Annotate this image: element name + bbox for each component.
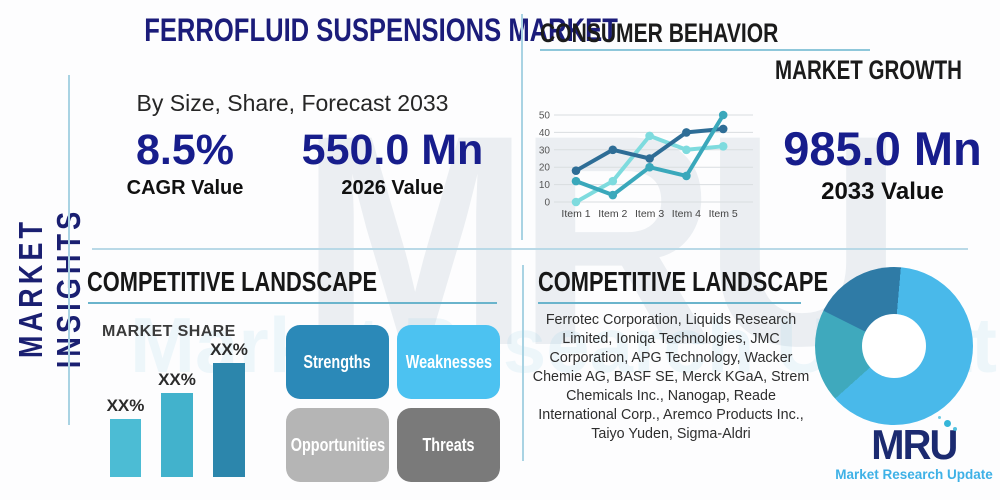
market-growth-text: MARKET GROWTH: [775, 55, 962, 85]
svg-text:XX%: XX%: [158, 370, 196, 389]
value-2026-label: 2026 Value: [341, 177, 444, 200]
svg-text:0: 0: [544, 198, 550, 209]
value-2033: 985.0 Mn: [783, 122, 982, 175]
cagr-label: CAGR Value: [126, 177, 244, 200]
svg-text:20: 20: [539, 163, 551, 174]
svg-text:Item 4: Item 4: [672, 208, 701, 220]
mru-logo-tagline: Market Research Update: [835, 467, 993, 482]
vertical-market-insights-label: MARKET INSIGHTS: [12, 207, 87, 369]
page-title-text: FERROFLUID SUSPENSIONS MARKET: [144, 12, 618, 48]
svg-text:50: 50: [539, 111, 551, 122]
swot-label: Weaknesses: [405, 351, 492, 372]
swot-label: Threats: [422, 434, 475, 455]
value-2033-label: 2033 Value: [821, 178, 944, 206]
page-title: FERROFLUID SUSPENSIONS MARKET: [85, 12, 618, 49]
competitive-landscape-right-heading: COMPETITIVE LANDSCAPE: [538, 266, 910, 298]
consumer-behavior-text: CONSUMER BEHAVIOR: [540, 18, 779, 48]
competitive-landscape-right-text: COMPETITIVE LANDSCAPE: [538, 266, 829, 297]
bottom-section-divider: [522, 265, 524, 461]
company-list: Ferrotec Corporation, Liquids Research L…: [532, 312, 810, 442]
svg-text:10: 10: [539, 180, 551, 191]
svg-text:30: 30: [539, 145, 551, 156]
market-share-label: MARKET SHARE: [102, 323, 236, 340]
consumer-behavior-heading: CONSUMER BEHAVIOR: [540, 18, 846, 49]
swot-grid: Strengths Weaknesses Opportunities Threats: [286, 325, 500, 482]
svg-text:Item 3: Item 3: [635, 208, 664, 220]
svg-text:Item 1: Item 1: [561, 208, 590, 220]
value-2026: 550.0 Mn: [301, 126, 484, 174]
value-2033-stat: 985.0 Mn 2033 Value: [775, 122, 990, 206]
competitive-landscape-left-heading: COMPETITIVE LANDSCAPE: [87, 266, 459, 298]
competitive-landscape-left-text: COMPETITIVE LANDSCAPE: [87, 266, 378, 297]
swot-label: Strengths: [303, 351, 372, 372]
competitive-landscape-left-underline: [88, 302, 497, 304]
cagr-value: 8.5%: [135, 126, 234, 174]
cagr-stat: 8.5% CAGR Value: [100, 126, 270, 200]
subtitle: By Size, Share, Forecast 2033: [136, 90, 449, 116]
sparkle-icon: [944, 420, 951, 427]
svg-text:XX%: XX%: [210, 340, 248, 359]
donut-hole: [862, 314, 926, 378]
sparkle-icon: [953, 427, 957, 431]
mru-logo-text: MRU: [871, 421, 958, 468]
consumer-behavior-line-chart: 0 10 20 30 40 50 Item 1 Item 2 Item 3 Item 4 Item …: [539, 111, 753, 220]
value-2026-stat: 550.0 Mn 2026 Value: [285, 126, 500, 200]
swot-box-weaknesses: Weaknesses: [397, 325, 500, 399]
share-donut-chart: [815, 267, 973, 425]
swot-box-strengths: Strengths: [286, 325, 389, 399]
market-growth-heading: MARKET GROWTH: [640, 55, 962, 86]
svg-text:XX%: XX%: [107, 396, 145, 415]
main-horizontal-divider: [92, 248, 968, 250]
competitive-landscape-right-underline: [538, 302, 801, 304]
swot-box-opportunities: Opportunities: [286, 408, 389, 482]
swot-box-threats: Threats: [397, 408, 500, 482]
top-section-divider: [521, 14, 523, 240]
left-rail-divider: [68, 75, 70, 425]
consumer-behavior-underline: [540, 49, 870, 51]
svg-text:40: 40: [539, 128, 551, 139]
market-share-bar-chart: XX% XX% XX%: [107, 340, 248, 477]
svg-text:Item 5: Item 5: [709, 208, 738, 220]
svg-text:Item 2: Item 2: [598, 208, 627, 220]
mru-logo: MRU Market Research Update: [828, 416, 1000, 482]
swot-label: Opportunities: [290, 434, 385, 455]
sparkle-icon: [938, 416, 941, 419]
